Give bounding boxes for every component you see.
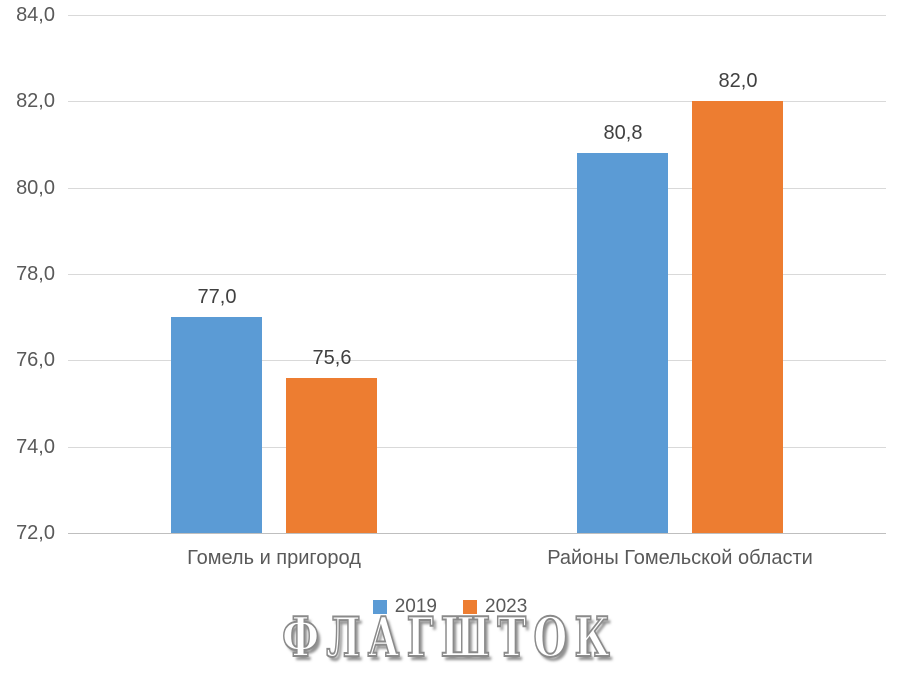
- data-label: 82,0: [718, 70, 758, 92]
- data-label: 77,0: [197, 286, 237, 308]
- y-axis-tick-label: 84,0: [16, 4, 55, 26]
- gridline: [68, 15, 886, 16]
- bar-2023-0: [286, 378, 377, 533]
- y-axis-tick-label: 72,0: [16, 522, 55, 544]
- bar-2023-1: [692, 101, 783, 533]
- bar-2019-0: [171, 317, 262, 533]
- y-axis-tick-label: 80,0: [16, 177, 55, 199]
- data-label: 80,8: [603, 122, 643, 144]
- chart-legend: 2019 2023: [0, 596, 900, 618]
- gridline: [68, 533, 886, 534]
- y-axis-tick-label: 74,0: [16, 436, 55, 458]
- x-axis-category-label: Гомель и пригород: [187, 547, 361, 569]
- legend-swatch-icon: [463, 600, 477, 614]
- legend-swatch-icon: [372, 600, 387, 614]
- legend-label: 2023: [485, 596, 528, 617]
- y-axis-tick-label: 78,0: [16, 263, 55, 285]
- gridline: [68, 101, 886, 102]
- gridline: [68, 274, 886, 275]
- x-axis-category-label: Районы Гомельской области: [547, 547, 813, 569]
- legend-item-2019: 2019: [372, 596, 437, 618]
- legend-item-2023: 2023: [463, 596, 527, 618]
- gridline: [68, 447, 886, 448]
- data-label: 75,6: [312, 347, 352, 369]
- legend-label: 2019: [394, 596, 437, 617]
- gridline: [68, 360, 886, 361]
- y-axis-tick-label: 76,0: [16, 349, 55, 371]
- bar-2019-1: [577, 153, 668, 533]
- gridline: [68, 188, 886, 189]
- y-axis-tick-label: 82,0: [16, 90, 55, 112]
